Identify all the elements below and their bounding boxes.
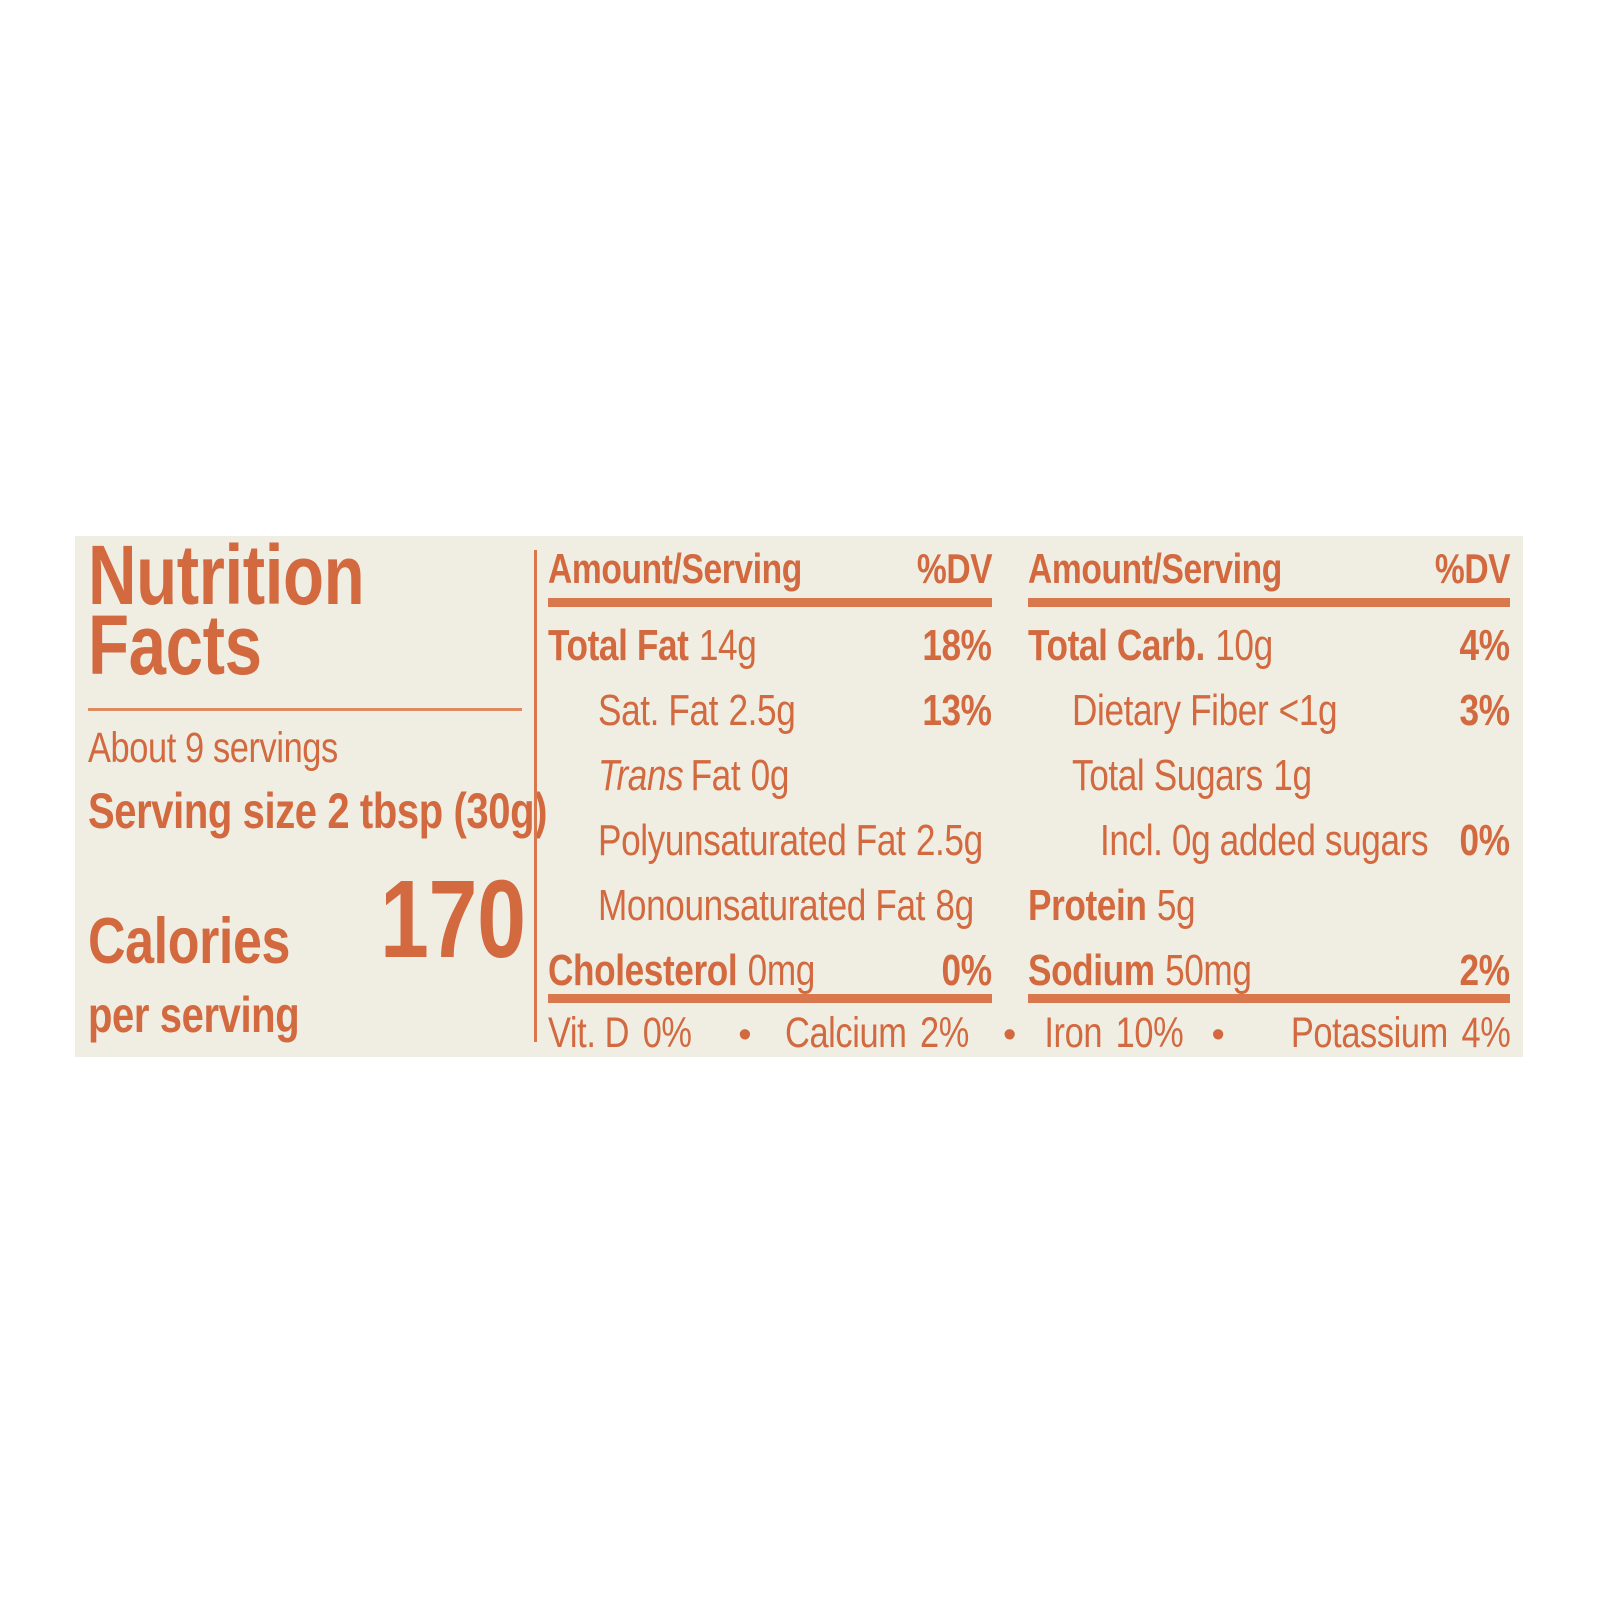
dv-value: 3% — [1459, 686, 1510, 735]
nutrition-facts-label: Nutrition Facts About 9 servings Serving… — [75, 528, 1523, 1060]
dv-value: 18% — [922, 621, 993, 670]
nutrient-row-protein: Protein 5g — [1028, 881, 1196, 930]
dv-value: 4% — [1459, 621, 1510, 670]
micronutrient-iron: Iron 10% — [1044, 1009, 1184, 1057]
dv-value: 13% — [922, 686, 993, 735]
header-rule — [1028, 598, 1510, 607]
nutrient-row-total-sugars: Total Sugars 1g — [1072, 751, 1312, 800]
title-line-2: Facts — [88, 598, 262, 692]
bullet-separator: • — [1211, 1014, 1225, 1056]
nutrient-row-cholesterol: Cholesterol 0mg 0% — [548, 946, 992, 995]
dv-header: %DV — [916, 545, 993, 592]
micronutrient-calcium: Calcium 2% — [785, 1009, 970, 1057]
title-divider-rule — [88, 708, 522, 711]
footer-rule — [1028, 994, 1510, 1003]
calories-label: Calories — [88, 904, 291, 977]
nutrient-row-sodium: Sodium 50mg 2% — [1028, 946, 1510, 995]
dv-value: 2% — [1459, 946, 1510, 995]
nutrient-column-carbs: Amount/Serving %DV Total Carb. 10g 4% Die… — [1028, 536, 1510, 1057]
label-summary-column: Nutrition Facts About 9 servings Serving… — [88, 528, 547, 1057]
calories-value: 170 — [380, 858, 526, 981]
micronutrient-potassium: Potassium 4% — [1290, 1009, 1510, 1057]
nutrient-row-total-fat: Total Fat 14g 18% — [548, 621, 993, 670]
nutrient-row-total-carb: Total Carb. 10g 4% — [1028, 621, 1510, 670]
micronutrient-vitamin-d: Vit. D 0% — [548, 1009, 692, 1057]
footer-rule — [548, 994, 992, 1003]
per-serving-label: per serving — [88, 987, 300, 1043]
column-header: Amount/Serving %DV — [548, 546, 992, 592]
bullet-separator: • — [738, 1014, 752, 1056]
header-rule — [548, 598, 992, 607]
micronutrients-row: Vit. D 0% • Calcium 2% • Iron 10% • Potassi… — [548, 1008, 1510, 1060]
nutrient-column-fats: Amount/Serving %DV Total Fat 14g 18% Sat.… — [548, 536, 992, 1057]
amount-serving-header: Amount/Serving — [548, 545, 802, 592]
nutrient-row-sat-fat: Sat. Fat 2.5g 13% — [598, 686, 993, 735]
bullet-separator: • — [1003, 1014, 1017, 1056]
nutrient-row-trans-fat: Trans Fat 0g — [598, 751, 789, 800]
nutrition-facts-title: Nutrition Facts — [88, 528, 433, 692]
dv-value: 0% — [941, 946, 992, 995]
amount-serving-header: Amount/Serving — [1028, 545, 1282, 592]
column-header: Amount/Serving %DV — [1028, 546, 1510, 592]
nutrient-row-added-sugars: Incl. 0g added sugars 0% — [1100, 816, 1510, 865]
title-line-1: Nutrition — [88, 528, 365, 622]
serving-size: Serving size 2 tbsp (30g) — [88, 783, 548, 839]
dv-header: %DV — [1434, 545, 1511, 592]
dv-value: 0% — [1459, 816, 1510, 865]
nutrient-row-dietary-fiber: Dietary Fiber <1g 3% — [1072, 686, 1510, 735]
nutrient-row-polyunsaturated-fat: Polyunsaturated Fat 2.5g — [598, 816, 983, 865]
nutrient-row-monounsaturated-fat: Monounsaturated Fat 8g — [598, 881, 974, 930]
column-divider-line — [534, 550, 537, 1042]
servings-per-container: About 9 servings — [88, 724, 338, 772]
